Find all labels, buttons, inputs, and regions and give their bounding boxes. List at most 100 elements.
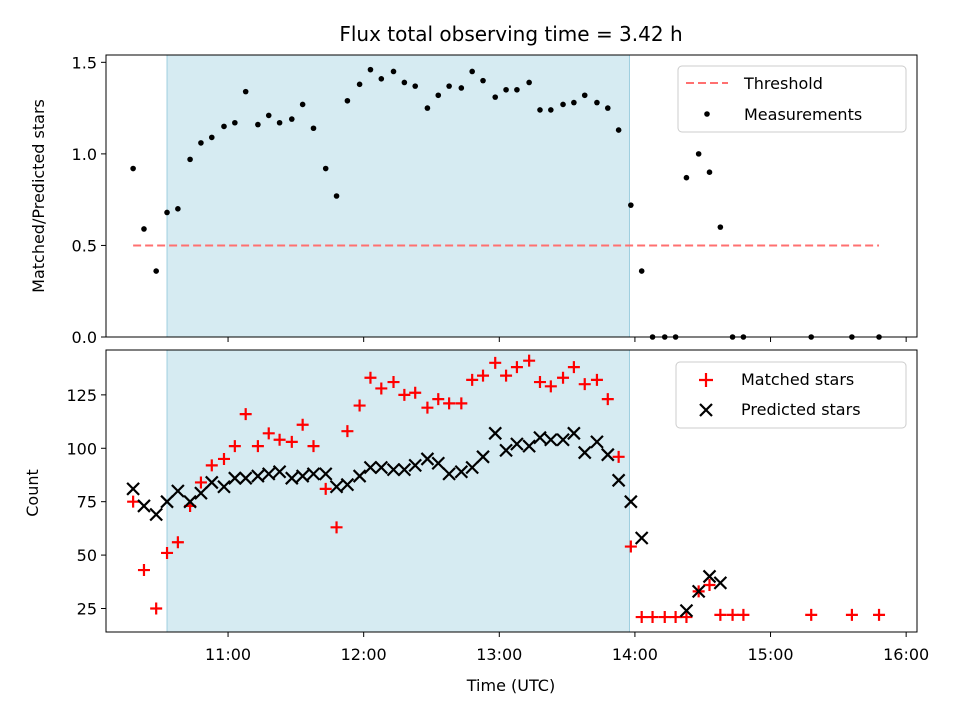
- matched-star-point: [578, 378, 591, 391]
- measurement-point: [706, 169, 713, 175]
- measurement-point: [356, 81, 363, 88]
- measurement-point: [390, 68, 397, 75]
- matched-star-point: [557, 371, 570, 384]
- predicted-star-point: [386, 462, 401, 477]
- bottom-observing-span: [166, 349, 630, 633]
- matched-star-point: [228, 440, 241, 453]
- matched-star-point: [845, 608, 858, 621]
- measurement-point: [175, 206, 181, 212]
- measurement-point: [255, 121, 261, 128]
- measurement-point: [378, 76, 385, 82]
- measurement-point: [322, 165, 329, 172]
- measurement-point: [141, 226, 147, 232]
- matched-star-point: [544, 380, 557, 393]
- legend-threshold-label: Threshold: [743, 74, 823, 93]
- predicted-star-point: [272, 464, 287, 479]
- predicted-star-point: [499, 443, 513, 458]
- bottom-legend-box: [675, 361, 907, 429]
- matched-star-point: [455, 397, 468, 410]
- predicted-star-point: [374, 460, 389, 475]
- measurement-point: [276, 119, 283, 126]
- bottom-y-axis: 25 50 75 100 125: [66, 386, 106, 619]
- top-legend: Threshold Measurements: [677, 65, 907, 133]
- measurement-point: [344, 97, 351, 104]
- matched-star-point: [510, 361, 523, 374]
- predicted-star-point: [171, 484, 185, 498]
- matched-star-point: [466, 373, 479, 386]
- top-measurement-points: [130, 66, 882, 340]
- predicted-star-point: [194, 486, 208, 500]
- bottom-legend: Matched stars Predicted stars: [675, 361, 907, 429]
- y-tick-label: 100: [66, 439, 97, 458]
- measurement-point: [232, 119, 238, 126]
- predicted-star-point: [442, 467, 456, 481]
- x-tick-label: 15:00: [747, 645, 793, 664]
- matched-star-point: [680, 611, 693, 624]
- predicted-star-point: [238, 471, 253, 485]
- measurement-point: [208, 134, 215, 141]
- measurement-point: [683, 174, 690, 181]
- matched-star-point: [364, 371, 377, 384]
- predicted-star-point: [318, 467, 333, 481]
- measurement-point: [242, 88, 249, 95]
- matched-star-point: [500, 369, 513, 382]
- predicted-star-point: [634, 531, 649, 545]
- matched-star-point: [421, 401, 434, 414]
- measurement-point: [412, 83, 419, 89]
- measurement-point: [424, 105, 431, 111]
- predicted-star-point: [679, 603, 694, 618]
- x-tick-label: 12:00: [341, 645, 387, 664]
- legend-measurements-swatch: [704, 111, 710, 117]
- matched-star-point: [567, 361, 580, 374]
- predicted-star-point: [329, 479, 344, 494]
- measurement-point: [492, 94, 499, 100]
- legend-predicted-label: Predicted stars: [741, 400, 861, 419]
- predicted-star-point: [306, 467, 321, 481]
- predicted-star-point: [285, 471, 299, 485]
- predicted-star-point: [205, 475, 219, 490]
- x-tick-label: 11:00: [205, 645, 251, 664]
- measurement-point: [187, 156, 193, 163]
- matched-star-point: [398, 388, 411, 401]
- predicted-star-point: [217, 479, 231, 494]
- measurement-point: [615, 127, 622, 133]
- matched-star-point: [330, 521, 343, 534]
- matched-star-point: [239, 408, 252, 421]
- predicted-star-point: [397, 462, 412, 477]
- y-tick-label: 75: [77, 493, 97, 512]
- measurement-point: [458, 85, 465, 91]
- measurement-point: [537, 107, 543, 113]
- measurement-point: [367, 66, 374, 73]
- bottom-y-axis-label: Count: [23, 469, 42, 517]
- measurement-point: [401, 79, 408, 86]
- y-tick-label: 50: [77, 546, 97, 565]
- measurement-point: [221, 123, 227, 130]
- measurement-point: [164, 209, 170, 216]
- measurement-point: [288, 116, 295, 122]
- matched-star-point: [409, 386, 422, 399]
- predicted-star-point: [488, 426, 503, 441]
- predicted-star-point: [476, 450, 490, 464]
- measurement-point: [638, 268, 645, 274]
- predicted-star-point: [420, 452, 435, 466]
- predicted-star-point: [510, 437, 524, 451]
- predicted-star-point: [408, 458, 422, 473]
- measurement-point: [594, 99, 600, 106]
- predicted-star-point: [261, 467, 276, 481]
- predicted-star-point: [567, 426, 581, 441]
- measurement-point: [310, 125, 317, 132]
- measurement-point: [581, 92, 588, 99]
- matched-star-point: [590, 373, 603, 386]
- matched-star-point: [150, 602, 163, 615]
- measurement-point: [446, 83, 452, 89]
- measurement-point: [333, 193, 340, 199]
- predicted-star-point: [611, 473, 626, 488]
- legend-matched-swatch: [699, 373, 713, 387]
- matched-star-point: [635, 611, 648, 624]
- measurement-point: [299, 101, 306, 108]
- predicted-star-point: [702, 569, 717, 584]
- x-tick-label: 16:00: [883, 645, 929, 664]
- matched-star-point: [375, 382, 388, 395]
- matched-star-point: [669, 611, 682, 624]
- x-tick-label: 14:00: [612, 645, 658, 664]
